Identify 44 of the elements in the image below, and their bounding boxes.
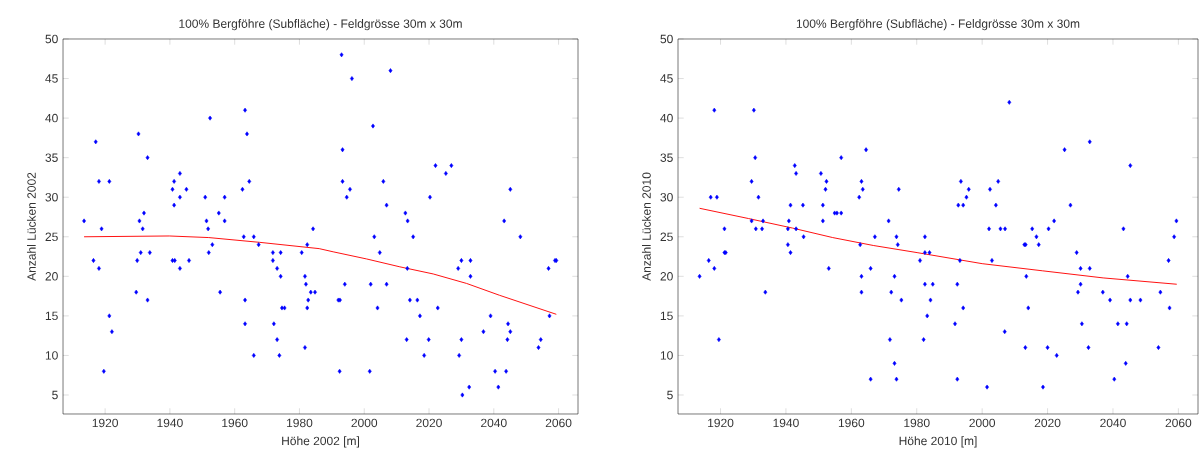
x-tick-label: 1940 [773,418,799,428]
x-tick-label: 2020 [416,418,442,428]
y-tick-label: 5 [667,390,673,400]
y-tick-label: 30 [45,192,58,202]
y-tick-label: 20 [45,272,58,281]
y-tick-label: 40 [660,113,673,123]
y-tick-label: 10 [45,351,58,360]
y-tick-label: 20 [660,272,673,281]
y-tick-label: 25 [45,232,58,242]
line-series [83,235,557,315]
y-tick-label: 35 [660,153,673,162]
x-tick-label: 2040 [1100,418,1126,428]
x-tick-label: 2020 [1034,418,1061,428]
x-tick-label: 1920 [708,418,734,428]
y-tick-label: 50 [660,34,673,44]
x-axis-title: Höhe 2010 [m] [899,436,977,448]
y-tick-label: 45 [45,74,58,83]
x-tick-label: 1960 [222,418,248,428]
x-tick-label: 2000 [351,418,378,428]
x-tick-label: 2060 [545,418,572,428]
x-tick-label: 1920 [92,418,118,428]
x-tick-label: 1980 [904,418,930,428]
y-tick-label: 30 [660,192,673,202]
y-tick-label: 10 [660,351,673,360]
x-tick-label: 2060 [1165,418,1192,428]
y-tick-label: 50 [45,34,58,44]
y-tick-label: 35 [45,153,58,162]
y-tick-label: 15 [45,311,58,321]
y-tick-label: 5 [52,390,58,400]
y-tick-label: 40 [45,113,58,123]
line-series [699,207,1178,285]
chart-title: 100% Bergföhre (Subfläche) - Feldgrösse 30m x 30m [796,19,1080,31]
y-axis-title: Anzahl Lücken 2002 [26,172,36,281]
x-tick-label: 1960 [838,418,865,428]
chart-title: 100% Bergföhre (Subfläche) - Feldgrösse 30m x 30m [179,19,462,31]
y-tick-label: 45 [660,74,673,83]
y-tick-label: 25 [660,232,673,242]
x-tick-label: 1980 [287,418,313,428]
y-axis-title: Anzahl Lücken 2010 [641,172,651,281]
x-tick-label: 2040 [481,418,507,428]
x-tick-label: 1940 [157,418,183,428]
y-tick-label: 15 [660,311,673,321]
x-tick-label: 2000 [969,418,996,428]
x-axis-title: Höhe 2002 [m] [282,436,359,448]
